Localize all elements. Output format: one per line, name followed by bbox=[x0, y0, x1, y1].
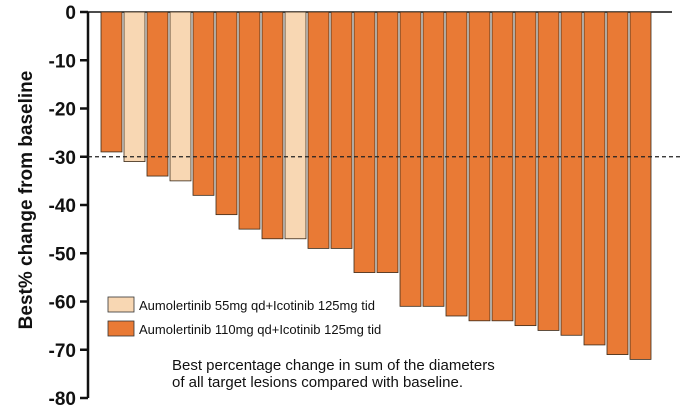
bar-patient-4 bbox=[169, 11, 192, 182]
bar-patient-16 bbox=[445, 11, 468, 317]
legend-label-55mg: Aumolertinib 55mg qd+Icotinib 125mg tid bbox=[139, 298, 375, 313]
bar-patient-9 bbox=[284, 11, 307, 240]
bar-patient-1 bbox=[100, 11, 123, 153]
legend-swatch-110mg bbox=[107, 320, 135, 337]
bar-patient-22 bbox=[583, 11, 606, 346]
y-tick-label: -40 bbox=[49, 196, 76, 217]
bar-patient-13 bbox=[376, 11, 399, 273]
bar-patient-17 bbox=[468, 11, 491, 322]
bar-patient-11 bbox=[330, 11, 353, 249]
y-tick-label: -80 bbox=[49, 389, 76, 410]
annotation-line-2: of all target lesions compared with base… bbox=[172, 374, 463, 391]
bar-patient-7 bbox=[238, 11, 261, 230]
y-axis-title: Best% change from baseline bbox=[16, 71, 37, 330]
y-tick-label: -20 bbox=[49, 100, 76, 121]
bar-patient-14 bbox=[399, 11, 422, 307]
bar-patient-3 bbox=[146, 11, 169, 177]
legend: Aumolertinib 55mg qd+Icotinib 125mg tid … bbox=[107, 296, 381, 337]
bar-patient-20 bbox=[537, 11, 560, 331]
bar-patient-10 bbox=[307, 11, 330, 249]
y-tick-label: -50 bbox=[49, 244, 76, 265]
legend-swatch-55mg bbox=[107, 296, 135, 313]
bar-patient-5 bbox=[192, 11, 215, 196]
bar-patient-24 bbox=[629, 11, 652, 360]
y-tick-label: -30 bbox=[49, 148, 76, 169]
y-tick-label: -70 bbox=[49, 341, 76, 362]
bar-patient-12 bbox=[353, 11, 376, 273]
legend-label-110mg: Aumolertinib 110mg qd+Icotinib 125mg tid bbox=[139, 322, 381, 337]
y-ticks: 0 -10 -20 -30 -40 -50 -60 -70 -80 bbox=[49, 3, 88, 410]
y-tick-label: -10 bbox=[49, 51, 76, 72]
bar-patient-2 bbox=[123, 11, 146, 162]
bar-patient-18 bbox=[491, 11, 514, 322]
bar-patient-8 bbox=[261, 11, 284, 240]
bar-patient-21 bbox=[560, 11, 583, 336]
annotation-line-1: Best percentage change in sum of the dia… bbox=[172, 357, 495, 374]
bar-patient-23 bbox=[606, 11, 629, 355]
y-tick-label: -60 bbox=[49, 293, 76, 314]
bars-layer bbox=[100, 11, 652, 360]
bar-patient-19 bbox=[514, 11, 537, 327]
bar-patient-6 bbox=[215, 11, 238, 216]
y-tick-label: 0 bbox=[65, 3, 76, 24]
bar-patient-15 bbox=[422, 11, 445, 307]
